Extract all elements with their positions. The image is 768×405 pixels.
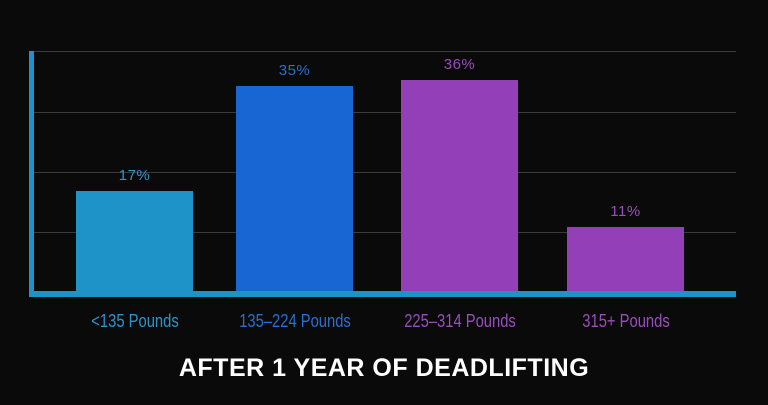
bar (236, 86, 353, 291)
y-axis (29, 51, 34, 297)
bar (76, 191, 193, 291)
bar (401, 80, 518, 291)
bar-value-label: 36% (443, 56, 476, 73)
category-label: 135–224 Pounds (238, 311, 351, 331)
x-axis (29, 291, 736, 297)
category-label: 225–314 Pounds (403, 311, 516, 331)
gridline (34, 112, 736, 113)
bar-value-label: 11% (610, 203, 641, 220)
gridline (34, 232, 736, 233)
gridline (34, 51, 736, 52)
bar (567, 227, 684, 291)
bar-value-label: 35% (278, 62, 311, 79)
category-label: 315+ Pounds (581, 311, 670, 331)
chart-title: AFTER 1 YEAR OF DEADLIFTING (178, 354, 590, 382)
gridline (34, 172, 736, 173)
category-label: <135 Pounds (90, 311, 179, 331)
bar-value-label: 17% (118, 167, 151, 184)
